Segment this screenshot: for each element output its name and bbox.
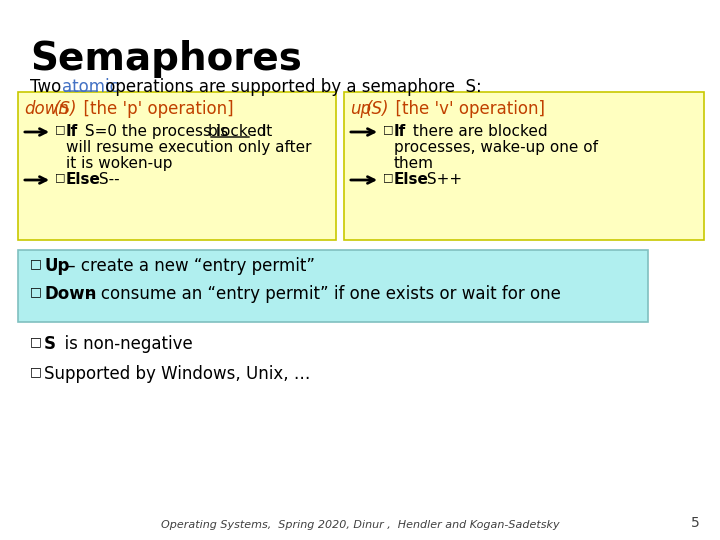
Text: S++: S++ — [422, 172, 462, 187]
Text: 5: 5 — [691, 516, 700, 530]
Text: □: □ — [383, 172, 394, 182]
Text: Down: Down — [44, 285, 96, 303]
Text: (S): (S) — [54, 100, 78, 118]
Text: – create a new “entry permit”: – create a new “entry permit” — [62, 257, 315, 275]
Text: . It: . It — [252, 124, 272, 139]
Text: Up: Up — [44, 257, 69, 275]
Text: atomic: atomic — [62, 78, 119, 96]
Text: Operating Systems,  Spring 2020, Dinur ,  Hendler and Kogan-Sadetsky: Operating Systems, Spring 2020, Dinur , … — [161, 520, 559, 530]
Text: □: □ — [383, 124, 394, 134]
Text: □: □ — [30, 285, 42, 298]
Text: there are blocked: there are blocked — [408, 124, 548, 139]
Text: If: If — [66, 124, 78, 139]
Text: blocked: blocked — [208, 124, 268, 139]
Text: (S): (S) — [366, 100, 390, 118]
Text: □: □ — [55, 124, 66, 134]
Text: Else: Else — [66, 172, 101, 187]
Text: S: S — [44, 335, 56, 353]
Text: is non-negative: is non-negative — [54, 335, 193, 353]
Text: S--: S-- — [94, 172, 120, 187]
Text: – consume an “entry permit” if one exists or wait for one: – consume an “entry permit” if one exist… — [82, 285, 561, 303]
Text: Else: Else — [394, 172, 429, 187]
Text: up: up — [350, 100, 371, 118]
Text: Semaphores: Semaphores — [30, 40, 302, 78]
Text: will resume execution only after: will resume execution only after — [66, 140, 312, 155]
Text: them: them — [394, 156, 434, 171]
FancyBboxPatch shape — [18, 250, 648, 322]
Text: □: □ — [30, 257, 42, 270]
Text: operations are supported by a semaphore  S:: operations are supported by a semaphore … — [100, 78, 482, 96]
Text: S=0 the process is: S=0 the process is — [80, 124, 233, 139]
Text: □: □ — [30, 335, 42, 348]
FancyBboxPatch shape — [344, 92, 704, 240]
Text: Supported by Windows, Unix, …: Supported by Windows, Unix, … — [44, 365, 310, 383]
Text: □: □ — [55, 172, 66, 182]
Text: processes, wake-up one of: processes, wake-up one of — [394, 140, 598, 155]
Text: it is woken-up: it is woken-up — [66, 156, 173, 171]
Text: [the 'v' operation]: [the 'v' operation] — [385, 100, 545, 118]
Text: Two: Two — [30, 78, 66, 96]
Text: [the 'p' operation]: [the 'p' operation] — [73, 100, 233, 118]
FancyBboxPatch shape — [18, 92, 336, 240]
Text: down: down — [24, 100, 68, 118]
Text: If: If — [394, 124, 406, 139]
Text: □: □ — [30, 365, 42, 378]
